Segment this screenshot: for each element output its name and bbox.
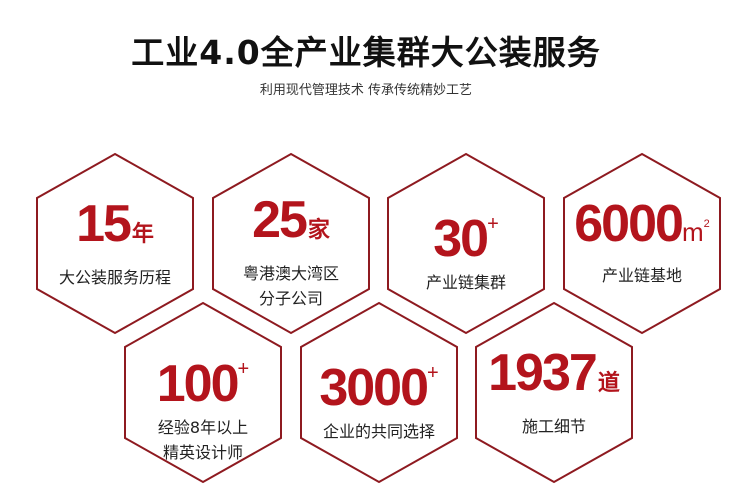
stat-number: 100+: [125, 341, 281, 412]
stat-number: 15年: [37, 196, 193, 262]
stat-label: 产业链集群: [425, 273, 506, 292]
hexagon-frame: [212, 152, 370, 335]
stat-label: 粤港澳大湾区: [242, 264, 339, 283]
stat-label: 产业链基地: [601, 266, 682, 285]
stat-item: 15年大公装服务历程: [37, 196, 193, 290]
stat-unit: +: [237, 358, 250, 380]
hexagon-frame: [387, 152, 545, 335]
stat-item: 100+ 经验8年以上 精英设计师: [125, 341, 281, 465]
stat-item: 3000+ 企业的共同选择: [301, 345, 457, 444]
stat-value: 100: [156, 355, 240, 413]
stat-value: 15: [76, 195, 132, 253]
hexagon-frame: [563, 152, 721, 335]
stat-number: 25家: [213, 192, 369, 258]
stat-number: 1937道: [476, 345, 632, 411]
page-title: 工业4.0全产业集群大公装服务: [131, 33, 601, 72]
hexagon-frame: [300, 301, 458, 484]
page-subtitle: 利用现代管理技术 传承传统精妙工艺: [259, 83, 473, 98]
stat-label: 施工细节: [521, 417, 586, 436]
stat-value: 6000: [574, 195, 684, 253]
stat-item: 25家粤港澳大湾区 分子公司: [213, 192, 369, 311]
stat-value: 3000: [319, 359, 429, 417]
stat-label: 经验8年以上: [157, 418, 249, 437]
stat-label: 大公装服务历程: [58, 268, 171, 287]
stat-label: 企业的共同选择: [322, 422, 435, 441]
hexagon-frame: [475, 301, 633, 484]
stat-value: 30: [433, 210, 489, 268]
stat-unit: m2: [682, 217, 710, 247]
stat-unit: 家: [307, 217, 330, 242]
unit-exponent: 2: [703, 218, 710, 230]
stat-label: 分子公司: [258, 289, 323, 308]
stat-number: 6000m2: [564, 196, 720, 260]
unit-base: m: [681, 217, 704, 247]
stat-item: 1937道施工细节: [476, 345, 632, 439]
stat-number: 30+: [388, 196, 544, 267]
hexagon-frame: [124, 301, 282, 484]
stat-value: 25: [252, 191, 308, 249]
stat-label: 精英设计师: [162, 443, 243, 462]
stat-item: 6000m2 产业链基地: [564, 196, 720, 288]
stat-number: 3000+: [301, 345, 457, 416]
stat-item: 30+ 产业链集群: [388, 196, 544, 295]
stat-unit: +: [487, 213, 499, 235]
hexagon-frame: [36, 152, 194, 335]
stat-unit: 年: [131, 221, 154, 246]
stat-unit: 道: [597, 370, 620, 395]
stat-unit: +: [427, 362, 439, 384]
stat-value: 1937: [488, 344, 598, 402]
